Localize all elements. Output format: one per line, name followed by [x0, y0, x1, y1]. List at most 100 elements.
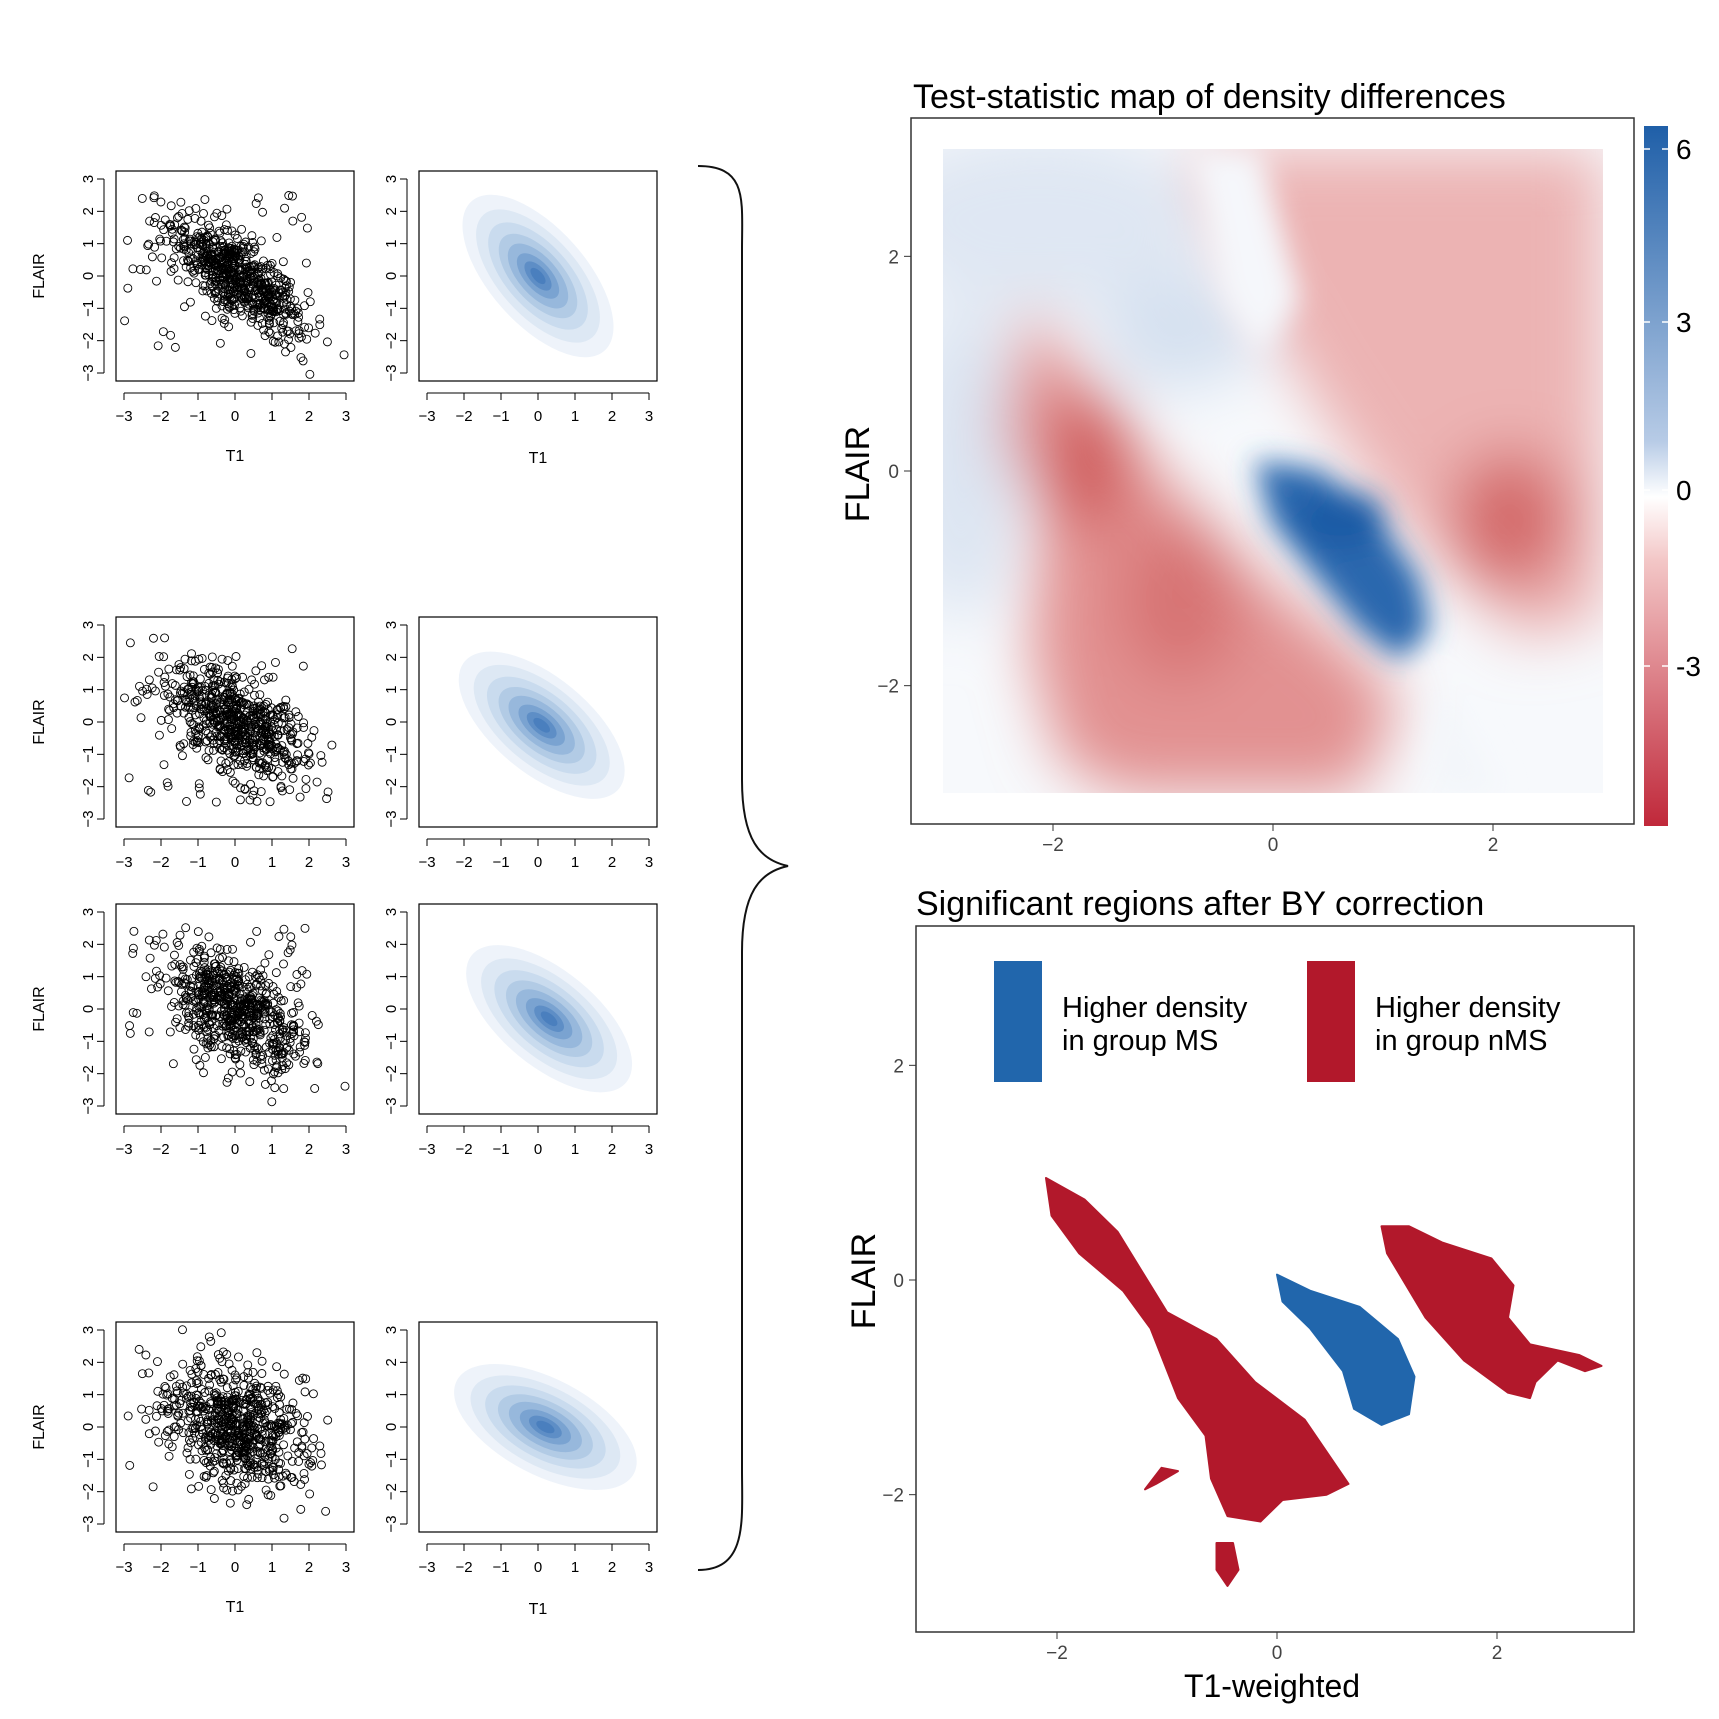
scatter-point: [287, 644, 297, 654]
scatter-point: [150, 242, 160, 252]
scatter-point: [299, 1037, 309, 1047]
x-tick-label: 3: [342, 854, 350, 871]
scatter-point: [256, 262, 266, 272]
x-tick-label: 3: [342, 1141, 350, 1158]
scatter-point: [279, 1440, 289, 1450]
x-tick-label: −1: [492, 408, 509, 425]
scatter-point: [169, 1432, 179, 1442]
scatter-point: [123, 283, 133, 293]
scatter-point: [239, 1399, 249, 1408]
scatter-point: [301, 774, 311, 784]
scatter-point: [120, 316, 130, 326]
x-tick-label: −3: [418, 854, 435, 871]
scatter-point: [268, 1039, 278, 1049]
scatter-point: [175, 665, 185, 675]
scatter-point: [190, 213, 200, 223]
scatter-point: [201, 716, 211, 725]
scatter-point: [186, 1484, 196, 1494]
scatter-point: [192, 1376, 202, 1386]
scatter-point: [198, 986, 207, 996]
scatter-point: [255, 313, 264, 323]
scatter-point: [252, 796, 262, 806]
scatter-point: [187, 649, 196, 659]
scatter-point: [175, 701, 185, 711]
y-tick-label: 2: [383, 940, 400, 948]
scatter-point: [154, 652, 164, 661]
scatter-point: [144, 239, 154, 249]
scatter-point: [151, 1426, 160, 1436]
scatter-point: [196, 1361, 206, 1370]
scatter-point: [194, 944, 204, 954]
scatter-point: [268, 336, 278, 346]
scatter-point: [226, 1464, 236, 1474]
scatter-point: [222, 945, 232, 954]
scatter-point: [252, 1381, 262, 1391]
scatter-point: [221, 972, 230, 982]
scatter-point: [253, 193, 263, 203]
scatter-point: [151, 966, 161, 976]
scatter-point: [197, 941, 207, 951]
scatter-point: [171, 977, 181, 987]
scatter-point: [143, 785, 153, 795]
scatter-point: [242, 1500, 252, 1510]
scatter-point: [257, 1005, 267, 1015]
scatter-point: [144, 1027, 154, 1037]
scatter-point: [293, 1411, 303, 1421]
scatter-point: [296, 353, 306, 362]
scatter-point: [217, 694, 227, 704]
scatter-point: [145, 953, 155, 963]
scatter-point: [294, 1001, 304, 1011]
scatter-point: [225, 1044, 235, 1054]
bottom-chart-title: Significant regions after BY correction: [916, 885, 1484, 923]
scatter-point: [134, 1344, 144, 1354]
y-tick-label: 1: [80, 972, 97, 980]
scatter-point: [175, 1379, 185, 1389]
scatter-point: [245, 795, 255, 805]
scatter-point: [267, 292, 277, 302]
scatter-point: [204, 1018, 214, 1028]
scatter-point: [264, 978, 274, 988]
scatter-point: [244, 1019, 254, 1029]
scatter-point: [282, 1058, 292, 1068]
scatter-point: [153, 341, 163, 351]
scatter-point: [271, 1025, 280, 1035]
scatter-point: [246, 1458, 256, 1468]
scatter-point: [270, 337, 280, 347]
scatter-point: [156, 1403, 166, 1413]
scatter-point: [172, 938, 182, 947]
scatter-point: [193, 1378, 203, 1388]
scatter-point: [150, 213, 160, 222]
scatter-point: [199, 664, 209, 674]
scatter-point: [163, 715, 173, 725]
y-tick-label: 0: [893, 1271, 904, 1292]
scatter-point: [220, 987, 230, 997]
scatter-point: [200, 311, 210, 321]
scatter-point: [294, 312, 304, 322]
scatter-point: [283, 948, 293, 958]
scatter-point: [241, 256, 251, 266]
scatter-point: [217, 654, 227, 664]
scatter-point: [294, 1375, 304, 1385]
y-tick-label: 2: [80, 940, 97, 948]
scatter-point: [212, 720, 222, 730]
scatter-point: [239, 1445, 249, 1455]
scatter-point: [272, 1386, 282, 1396]
x-tick-label: −1: [492, 854, 509, 871]
x-tick-label: 2: [608, 408, 616, 425]
scatter-point: [217, 211, 227, 221]
x-tick-label: −1: [189, 408, 206, 425]
scatter-point: [186, 239, 196, 249]
scatter-point: [222, 204, 232, 214]
scatter-point: [161, 973, 171, 983]
scatter-point: [205, 1380, 215, 1390]
scatter-point: [233, 264, 243, 274]
scatter-point: [293, 750, 303, 760]
y-tick-label: −3: [80, 1515, 97, 1532]
scatter-point: [227, 258, 237, 268]
scatter-point: [149, 218, 159, 228]
scatter-point: [156, 715, 166, 725]
scatter-point: [162, 1427, 172, 1436]
scatter-point: [159, 760, 169, 770]
scatter-point: [230, 674, 240, 684]
y-tick-label: 0: [383, 718, 400, 726]
